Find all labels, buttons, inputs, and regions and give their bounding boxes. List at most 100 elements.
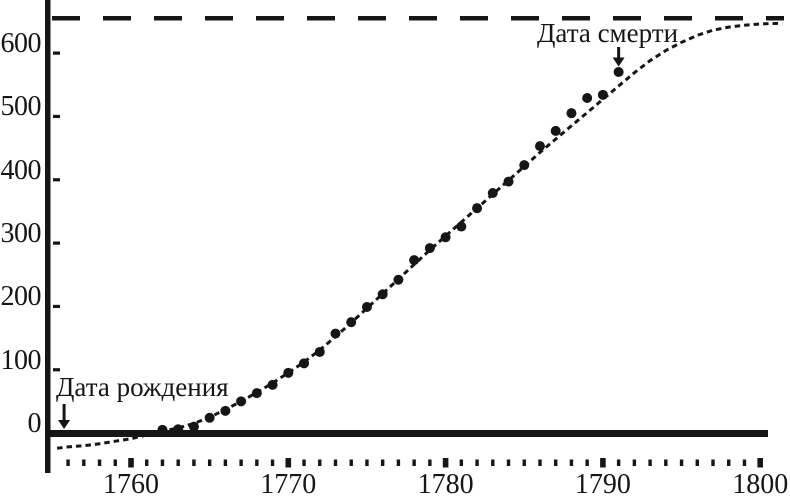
data-point <box>377 289 388 300</box>
data-point <box>220 405 231 416</box>
x-axis-minor-tick <box>475 459 479 466</box>
x-axis-minor-tick <box>742 459 747 466</box>
x-axis-minor-tick <box>302 459 306 466</box>
x-axis-minor-tick <box>538 459 542 466</box>
data-point <box>503 176 514 187</box>
death-date-annotation-label: Дата смерти <box>537 18 679 48</box>
y-tick-label: 0 <box>27 408 42 439</box>
y-tick-label: 500 <box>0 91 42 123</box>
x-axis-minor-tick <box>664 459 668 466</box>
x-axis-minor-tick <box>176 459 180 466</box>
birth-arrow-head <box>58 420 71 429</box>
data-point <box>346 317 357 328</box>
y-axis-tick <box>53 51 60 55</box>
x-axis-minor-tick <box>396 459 401 466</box>
data-point <box>361 301 372 312</box>
x-tick-label: 1800 <box>732 469 789 498</box>
x-axis-minor-tick <box>239 459 243 466</box>
y-tick-label: 400 <box>0 154 42 186</box>
data-point <box>550 125 561 136</box>
data-point <box>393 274 404 285</box>
x-axis-minor-tick <box>82 459 86 466</box>
data-point <box>251 388 262 399</box>
data-point <box>188 421 199 432</box>
x-axis-minor-tick <box>491 459 495 466</box>
x-tick-label: 1790 <box>574 469 631 498</box>
x-axis-minor-tick <box>318 459 322 466</box>
x-axis-minor-tick <box>270 459 275 466</box>
y-axis-tick <box>53 368 60 372</box>
data-point <box>330 328 341 339</box>
x-axis-major-tick <box>285 458 292 468</box>
x-axis-minor-tick <box>554 459 558 466</box>
x-axis-zero-line <box>45 430 768 437</box>
data-point <box>157 424 168 435</box>
x-axis-minor-tick <box>632 459 637 466</box>
x-tick-label: 1780 <box>417 469 474 498</box>
data-point <box>582 92 593 103</box>
x-axis-minor-tick <box>616 459 621 466</box>
x-axis-minor-tick <box>569 459 574 466</box>
x-tick-label: 1760 <box>103 469 159 498</box>
data-point <box>314 346 325 357</box>
data-point <box>283 367 294 378</box>
data-point <box>236 396 247 407</box>
x-axis-minor-tick <box>223 459 228 466</box>
x-axis-major-tick <box>757 458 763 468</box>
x-axis-major-tick <box>600 458 606 468</box>
x-axis-major-tick <box>442 458 449 468</box>
x-axis-minor-tick <box>428 459 432 466</box>
y-axis-tick <box>53 241 60 245</box>
x-tick-label: 1770 <box>260 469 317 498</box>
data-point <box>299 358 310 369</box>
x-axis-minor-tick <box>727 459 731 466</box>
data-point <box>424 243 435 254</box>
y-axis-tick <box>53 178 60 182</box>
x-axis-minor-tick <box>585 459 589 466</box>
y-axis-line <box>45 0 51 473</box>
data-point <box>487 187 498 198</box>
x-axis-minor-tick <box>97 459 102 466</box>
data-point <box>472 203 483 214</box>
x-axis-minor-tick <box>506 459 511 466</box>
y-axis-tick <box>53 114 60 119</box>
x-axis-minor-tick <box>412 459 416 466</box>
data-point <box>204 412 215 423</box>
data-point <box>534 141 545 152</box>
x-axis-major-tick <box>128 458 134 468</box>
data-point <box>440 232 451 243</box>
x-axis-minor-tick <box>648 459 652 466</box>
y-tick-label: 600 <box>0 28 42 60</box>
data-point <box>409 255 420 266</box>
data-point <box>613 67 624 78</box>
x-axis-minor-tick <box>711 459 715 466</box>
x-axis-minor-tick <box>365 459 369 466</box>
y-tick-label: 100 <box>0 344 42 376</box>
x-axis-minor-tick <box>66 459 70 466</box>
x-axis-minor-tick <box>679 459 684 466</box>
data-point <box>566 108 577 119</box>
x-axis-minor-tick <box>695 459 699 466</box>
data-point <box>267 379 278 390</box>
data-point <box>173 424 184 435</box>
x-axis-minor-tick <box>207 459 212 466</box>
y-axis-tick <box>53 304 60 309</box>
x-axis-minor-tick <box>113 459 117 466</box>
y-tick-label: 200 <box>0 281 42 313</box>
x-axis-minor-tick <box>145 459 149 466</box>
x-axis-minor-tick <box>459 459 464 466</box>
x-axis-minor-tick <box>349 459 353 466</box>
death-arrow-head <box>612 57 625 67</box>
x-axis-minor-tick <box>380 459 385 466</box>
x-axis-minor-tick <box>333 459 338 466</box>
data-point <box>519 160 530 171</box>
x-axis-minor-tick <box>192 459 196 466</box>
data-point <box>456 221 467 232</box>
birth-date-annotation-label: Дата рождения <box>56 372 229 402</box>
x-axis-minor-tick <box>522 459 526 466</box>
data-point <box>597 89 608 100</box>
x-axis-minor-tick <box>160 459 165 466</box>
y-tick-label: 300 <box>0 218 42 249</box>
